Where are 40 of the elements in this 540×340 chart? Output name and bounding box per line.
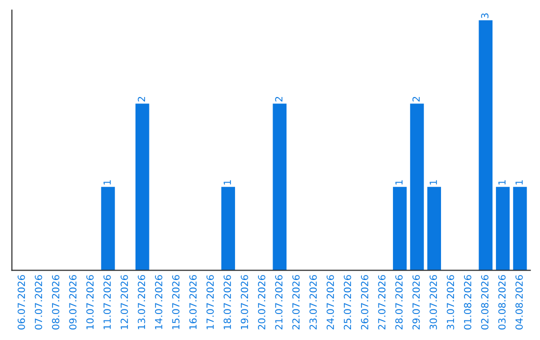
- x-tick-label: 11.07.2026: [103, 275, 111, 330]
- x-tick-label: 09.07.2026: [69, 275, 76, 330]
- x-tick-label: 06.07.2026: [18, 275, 25, 330]
- x-tick-label: 22.07.2026: [292, 275, 300, 330]
- data-label: 1: [498, 180, 506, 184]
- data-label: 2: [275, 96, 282, 102]
- x-tick-label: 14.07.2026: [154, 275, 162, 330]
- x-tick-label: 28.07.2026: [395, 275, 403, 330]
- x-tick-label: 27.07.2026: [378, 275, 386, 330]
- x-tick-label: 13.07.2026: [138, 275, 146, 330]
- x-tick-label: 30.07.2026: [430, 275, 437, 330]
- x-tick-label: 15.07.2026: [172, 275, 180, 330]
- x-tick-label: 18.07.2026: [224, 275, 231, 330]
- data-label: 2: [412, 96, 420, 102]
- x-tick-label: 02.08.2026: [481, 275, 488, 330]
- x-tick-label: 29.07.2026: [412, 275, 420, 330]
- x-tick-label: 08.07.2026: [52, 275, 60, 330]
- x-tick-label: 01.08.2026: [464, 275, 472, 330]
- x-tick-label: 07.07.2026: [34, 275, 42, 330]
- data-label: 3: [481, 13, 488, 18]
- data-label: 2: [138, 96, 146, 102]
- x-tick-label: 16.07.2026: [189, 275, 197, 330]
- x-tick-label: 03.08.2026: [498, 275, 506, 330]
- x-tick-label: 31.07.2026: [446, 275, 454, 330]
- data-label: 1: [395, 180, 403, 184]
- x-tick-label: 23.07.2026: [309, 275, 317, 330]
- x-tick-label: 17.07.2026: [206, 275, 214, 330]
- x-tick-label: 12.07.2026: [120, 275, 128, 330]
- x-tick-label: 21.07.2026: [275, 275, 282, 330]
- x-tick-label: 10.07.2026: [86, 275, 94, 330]
- data-label: 1: [104, 180, 111, 184]
- data-label: 1: [224, 180, 231, 184]
- x-tick-label: 25.07.2026: [344, 275, 352, 330]
- x-tick-label: 19.07.2026: [240, 275, 248, 330]
- x-tick-label: 26.07.2026: [360, 275, 368, 330]
- x-tick-label: 04.08.2026: [515, 275, 523, 330]
- x-tick-label: 20.07.2026: [258, 275, 266, 330]
- data-label: 1: [430, 180, 437, 184]
- data-label: 1: [516, 180, 523, 184]
- x-tick-label: 24.07.2026: [326, 275, 334, 330]
